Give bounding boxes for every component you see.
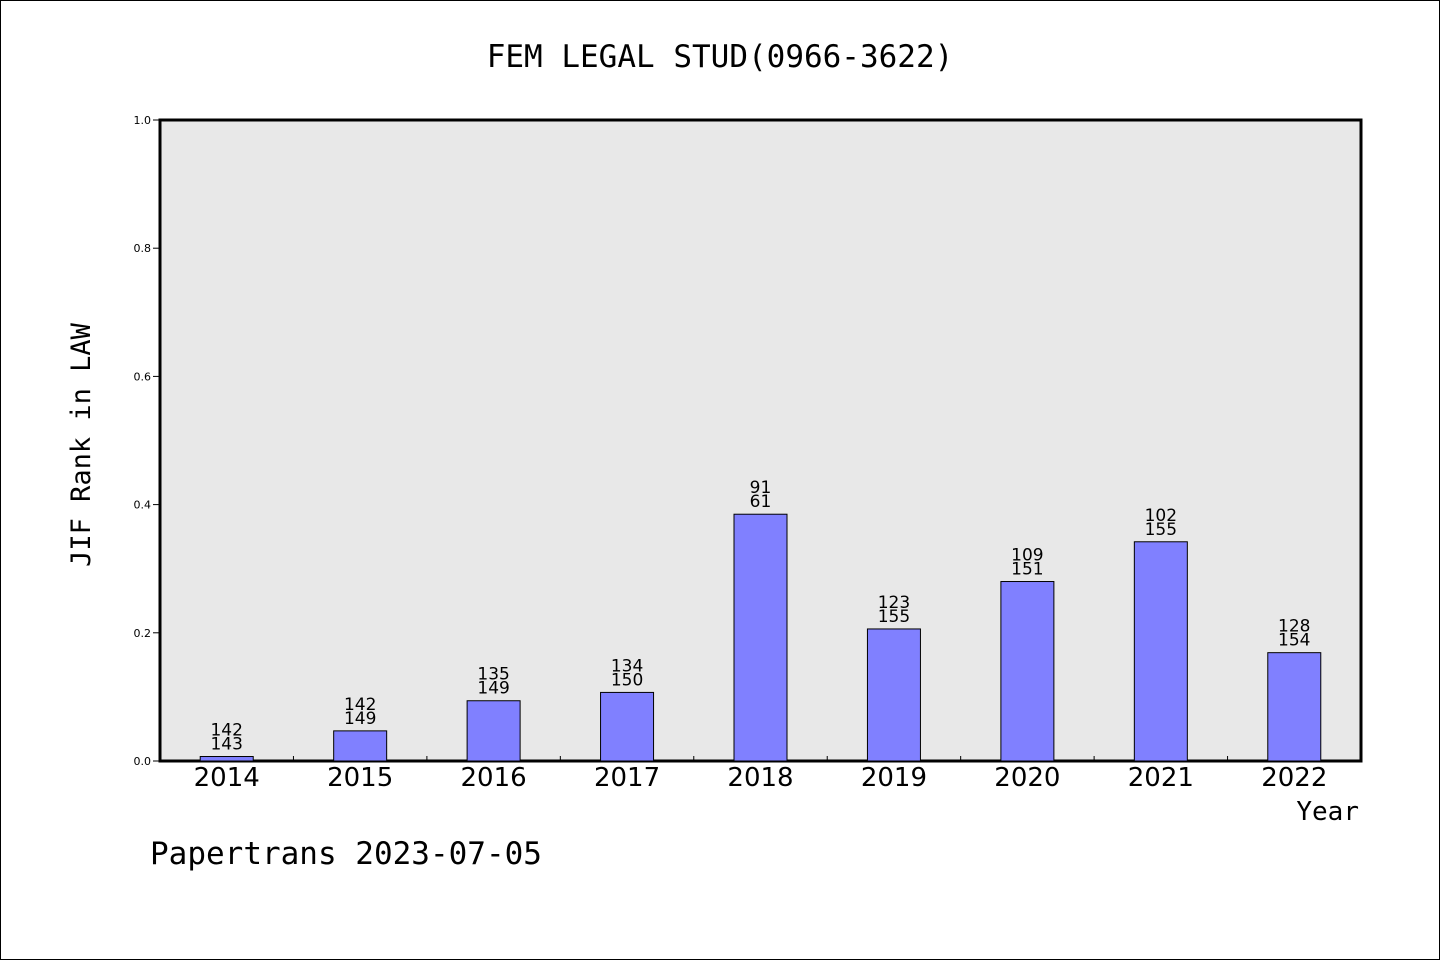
bar-label-bottom-2022: 154 (1278, 631, 1310, 651)
y-tick-label: 0.6 (134, 370, 152, 383)
bars-layer: 1421431421491351491341509161123155109151… (199, 478, 1322, 762)
x-tick-label-2021: 2021 (1128, 763, 1194, 793)
bar-2018 (733, 513, 788, 762)
bar-2019 (866, 628, 921, 762)
y-tick-label: 1.0 (134, 114, 152, 127)
bar-label-bottom-2017: 150 (611, 670, 643, 690)
bar-2022 (1267, 652, 1322, 762)
footer-watermark: Papertrans 2023-07-05 (150, 836, 542, 872)
bar-2015 (333, 730, 388, 762)
x-tick-label-2020: 2020 (994, 763, 1060, 793)
x-tick-label-2019: 2019 (861, 763, 927, 793)
x-tick-label-2016: 2016 (461, 763, 527, 793)
x-tick-label-2015: 2015 (327, 763, 393, 793)
bar-label-top-2016: 135 (477, 665, 509, 685)
x-tick-label-2022: 2022 (1261, 763, 1327, 793)
y-axis-label: JIF Rank in LAW (66, 322, 97, 567)
y-tick-label: 0.2 (134, 627, 152, 640)
bar-label-bottom-2014: 143 (210, 735, 242, 755)
bar-label-bottom-2021: 155 (1145, 520, 1177, 540)
bar-label-bottom-2019: 155 (878, 607, 910, 627)
bar-2020 (1000, 581, 1055, 762)
bar-label-bottom-2015: 149 (344, 709, 376, 729)
bar-label-top-2018: 91 (750, 478, 772, 498)
bar-label-top-2015: 142 (344, 695, 376, 715)
bar-label-top-2019: 123 (878, 593, 910, 613)
bar-2021 (1133, 541, 1188, 762)
bar-label-top-2020: 109 (1011, 546, 1043, 566)
bar-2016 (466, 700, 521, 762)
bar-2014 (199, 756, 254, 762)
bar-label-top-2022: 128 (1278, 617, 1310, 637)
bar-label-bottom-2016: 149 (477, 679, 509, 699)
bar-label-top-2014: 142 (210, 721, 242, 741)
x-axis-label: Year (1296, 797, 1359, 827)
chart-title: FEM LEGAL STUD(0966-3622) (487, 39, 954, 75)
ticks-layer: 2014 2015 2016 2017 2018 2019 2020 2021 2022 0.0 0… (134, 114, 1328, 793)
bar-label-bottom-2018: 61 (750, 492, 772, 512)
bar-label-top-2021: 102 (1145, 506, 1177, 526)
x-tick-label-2017: 2017 (594, 763, 660, 793)
x-tick-label-2014: 2014 (194, 763, 260, 793)
y-tick-label: 0.4 (134, 499, 152, 512)
y-tick-label: 0.8 (134, 242, 152, 255)
bar-label-top-2017: 134 (611, 656, 643, 676)
bar-2017 (600, 691, 655, 762)
bar-label-bottom-2020: 151 (1011, 560, 1043, 580)
x-tick-label-2018: 2018 (727, 763, 793, 793)
y-tick-label: 0.0 (134, 755, 152, 768)
